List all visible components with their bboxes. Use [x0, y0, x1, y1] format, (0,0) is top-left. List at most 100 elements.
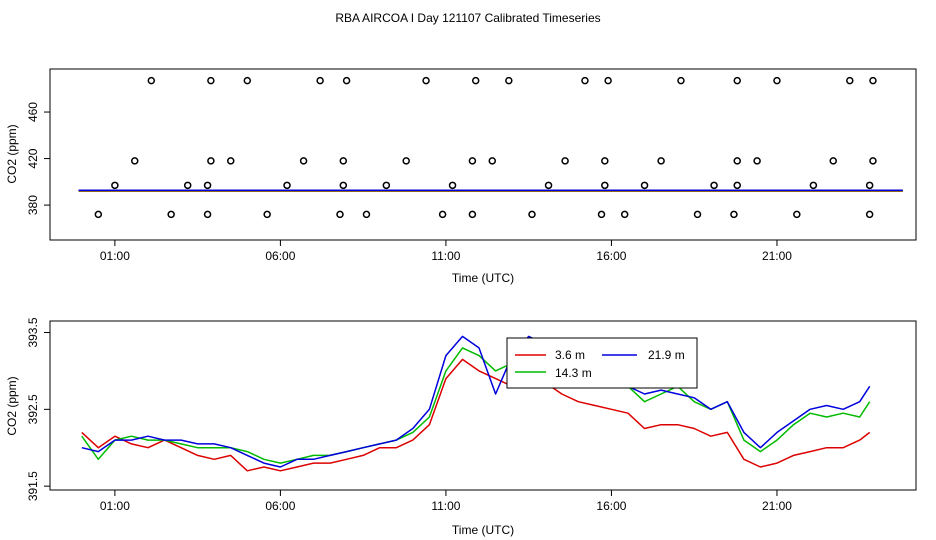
data-point — [438, 210, 447, 219]
series-line-14-3-m — [81, 343, 871, 464]
data-point — [561, 157, 569, 165]
series-line-3-6-m — [81, 358, 871, 472]
data-point — [733, 76, 741, 85]
data-point — [339, 157, 348, 165]
y-tick-label: 391.5 — [26, 471, 40, 501]
x-tick-label: 21:00 — [762, 249, 792, 263]
data-point — [207, 157, 215, 165]
y-tick-label: 460 — [26, 102, 40, 122]
legend-label-3-6m: 3.6 m — [555, 348, 585, 362]
x-tick-label: 11:00 — [431, 249, 460, 263]
data-point — [544, 181, 553, 190]
data-point — [339, 181, 348, 190]
y-tick-label: 392.5 — [26, 394, 40, 424]
data-point — [147, 76, 156, 85]
data-point — [471, 76, 480, 85]
data-point — [167, 210, 175, 219]
data-point — [226, 157, 235, 165]
data-point — [597, 210, 606, 219]
data-point — [505, 76, 513, 85]
x-tick-label: 06:00 — [265, 249, 295, 263]
data-point — [243, 76, 252, 85]
data-point — [528, 210, 536, 219]
x-tick-label: 06:00 — [265, 499, 295, 513]
data-point — [468, 157, 477, 165]
x-tick-label: 16:00 — [596, 499, 626, 513]
data-point — [733, 157, 741, 165]
panel-2-legend: 3.6 m 21.9 m 14.3 m — [506, 337, 698, 389]
legend-box — [506, 337, 698, 389]
data-point — [869, 76, 877, 85]
data-point — [604, 76, 612, 85]
data-point — [183, 181, 192, 190]
data-point — [362, 210, 371, 219]
series-line-21-9-m — [81, 335, 871, 468]
x-tick-label: 21:00 — [762, 499, 792, 513]
panel-2: 01:00 06:00 11:00 16:00 21:00 391.5 392.5 393.… — [5, 317, 917, 537]
panel-1-x-axis: 01:00 06:00 11:00 16:00 21:00 — [100, 240, 792, 263]
data-point — [865, 181, 874, 190]
data-point — [299, 157, 308, 165]
panel-1-frame — [49, 68, 917, 241]
data-point — [865, 210, 874, 219]
data-point — [342, 76, 351, 85]
data-point — [753, 157, 761, 165]
x-tick-label: 01:00 — [100, 249, 130, 263]
data-point — [773, 76, 781, 85]
data-point — [581, 76, 589, 85]
data-point — [203, 210, 212, 219]
data-point — [203, 181, 212, 190]
data-point — [620, 210, 629, 219]
panel-2-y-axis: 391.5 392.5 393.5 — [26, 317, 50, 501]
x-tick-label: 11:00 — [431, 499, 460, 513]
data-point — [869, 157, 877, 165]
panel-2-y-label: CO2 (ppm) — [5, 376, 19, 435]
chart-title: RBA AIRCOA I Day 121107 Calibrated Times… — [335, 11, 600, 25]
data-point — [640, 181, 649, 190]
data-point — [793, 210, 801, 219]
data-point — [111, 181, 119, 190]
data-point — [207, 76, 215, 85]
data-point — [402, 157, 410, 165]
data-point — [488, 157, 497, 165]
y-tick-label: 420 — [26, 148, 40, 168]
data-point — [846, 76, 854, 85]
panel-2-x-label: Time (UTC) — [452, 523, 514, 537]
panel-2-frame — [49, 320, 917, 491]
panel-2-series — [81, 335, 871, 472]
data-point — [316, 76, 324, 85]
data-point — [829, 157, 837, 165]
data-point — [336, 210, 344, 219]
x-tick-label: 16:00 — [596, 249, 626, 263]
legend-label-21-9m: 21.9 m — [648, 348, 685, 362]
data-point — [677, 76, 685, 85]
data-point — [657, 157, 665, 165]
data-point — [422, 76, 430, 85]
y-tick-label: 380 — [26, 195, 40, 215]
data-point — [710, 181, 718, 190]
panel-1-y-axis: 380 420 460 — [26, 102, 50, 215]
data-point — [730, 210, 738, 219]
panel-1-points — [94, 76, 877, 219]
legend-label-14-3m: 14.3 m — [555, 366, 592, 380]
data-point — [263, 210, 271, 219]
panel-1-series — [78, 189, 903, 192]
panel-2-x-axis: 01:00 06:00 11:00 16:00 21:00 — [100, 490, 792, 513]
panel-1: 01:00 06:00 11:00 16:00 21:00 380 420 460 Time… — [5, 68, 917, 285]
panel-1-y-label: CO2 (ppm) — [5, 124, 19, 183]
data-point — [382, 181, 391, 190]
y-tick-label: 393.5 — [26, 317, 40, 347]
panel-1-x-label: Time (UTC) — [452, 271, 514, 285]
data-point — [283, 181, 291, 190]
x-tick-label: 01:00 — [100, 499, 130, 513]
data-point — [94, 210, 103, 219]
data-point — [809, 181, 818, 190]
data-point — [601, 181, 609, 190]
data-point — [130, 157, 139, 165]
data-point — [601, 157, 609, 165]
data-point — [693, 210, 702, 219]
data-point — [448, 181, 457, 190]
data-point — [733, 181, 741, 190]
data-point — [468, 210, 477, 219]
